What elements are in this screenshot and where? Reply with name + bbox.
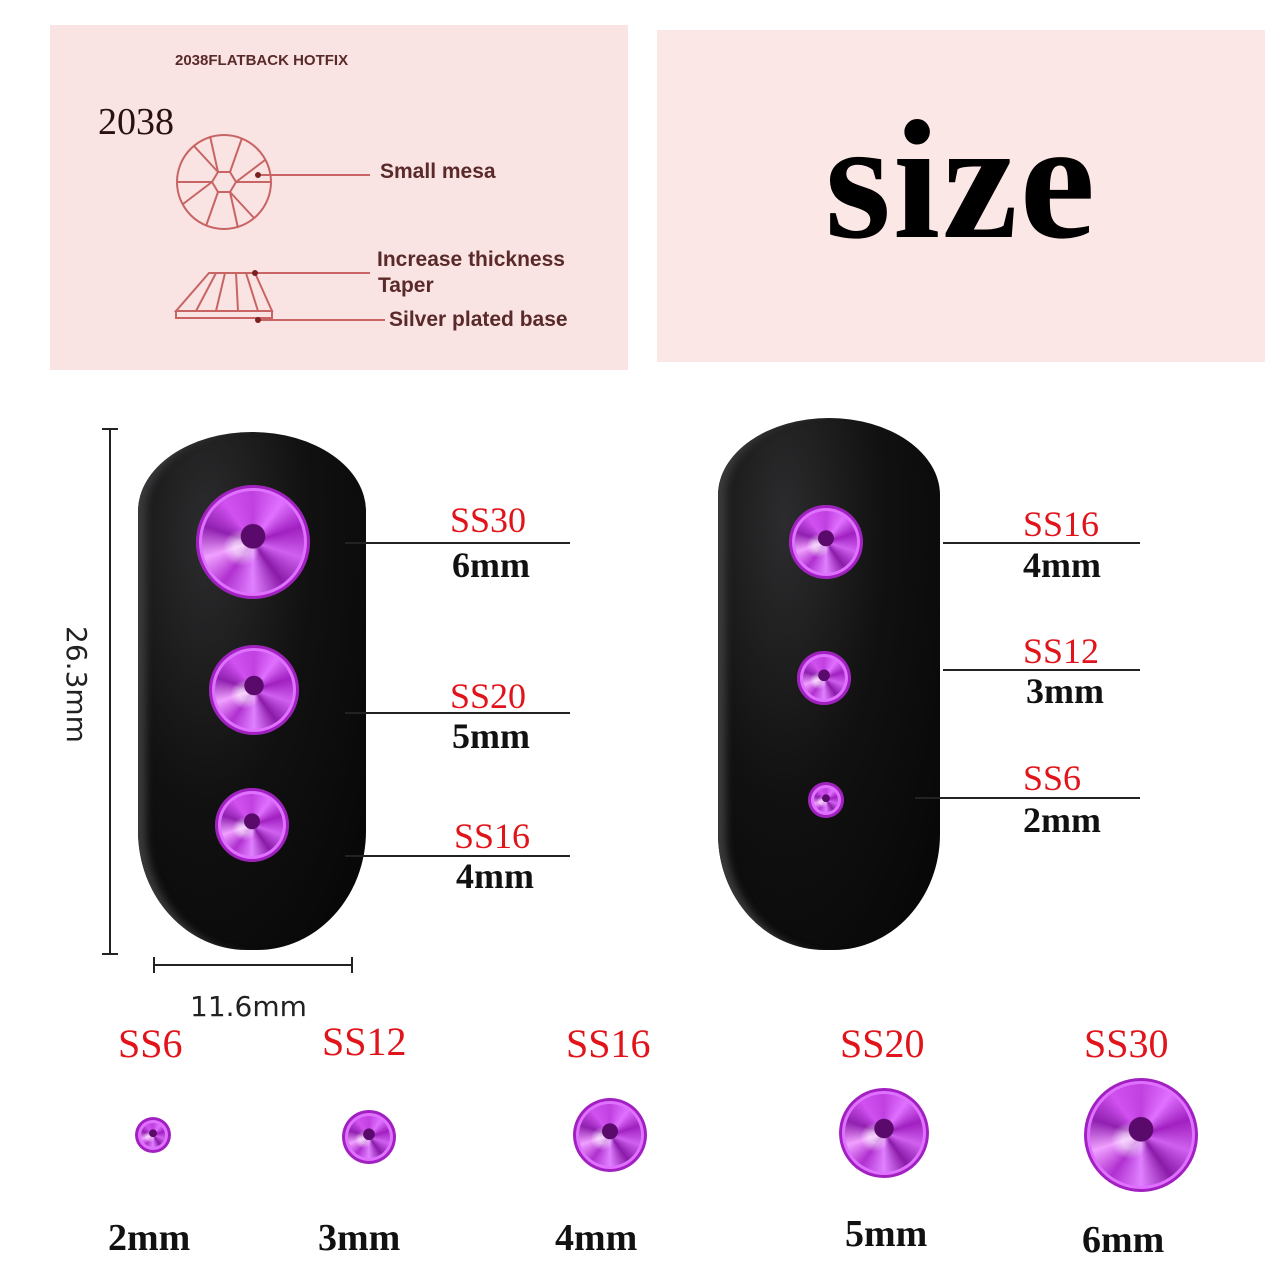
label-small-mesa: Small mesa xyxy=(380,160,496,183)
tick xyxy=(153,957,155,973)
leader-line xyxy=(345,542,570,544)
size-mm: 3mm xyxy=(1026,671,1104,711)
size-code: SS30 xyxy=(450,500,527,540)
gem-ss20 xyxy=(209,645,299,735)
gem-ss16 xyxy=(573,1098,647,1172)
size-code: SS20 xyxy=(840,1021,925,1066)
diagram-panel xyxy=(50,25,628,370)
model-number: 2038 xyxy=(98,101,174,143)
gem-ss20 xyxy=(839,1088,929,1178)
tick xyxy=(102,953,118,955)
title-size: size xyxy=(824,86,1098,274)
silver-base xyxy=(175,310,273,319)
gem-ss16 xyxy=(789,505,863,579)
label-silver-base: Silver plated base xyxy=(389,308,568,331)
size-code: SS12 xyxy=(1023,631,1100,671)
leader-line xyxy=(915,797,1140,799)
size-mm: 5mm xyxy=(845,1213,928,1255)
gem-ss12 xyxy=(342,1110,396,1164)
leader-line xyxy=(345,712,570,714)
height-dimension-line xyxy=(109,428,111,955)
gem-ss16 xyxy=(215,788,289,862)
label-taper: Taper xyxy=(378,274,434,297)
size-mm: 5mm xyxy=(452,716,530,756)
size-code: SS16 xyxy=(454,816,531,856)
size-code: SS16 xyxy=(566,1021,651,1066)
size-mm: 2mm xyxy=(1023,800,1101,840)
size-mm: 2mm xyxy=(108,1217,191,1259)
tick xyxy=(351,957,353,973)
height-label: 26.3mm xyxy=(59,626,93,743)
leader-line xyxy=(345,855,570,857)
label-increase-thickness: Increase thickness xyxy=(377,248,565,271)
size-code: SS6 xyxy=(118,1021,183,1066)
rhinestone-diagram xyxy=(173,134,385,323)
gem-ss30 xyxy=(196,485,310,599)
gem-ss6 xyxy=(808,782,844,818)
size-code: SS12 xyxy=(322,1019,407,1064)
width-label: 11.6mm xyxy=(190,990,307,1023)
gem-ss6 xyxy=(135,1117,171,1153)
size-mm: 4mm xyxy=(555,1217,638,1259)
facet-lines xyxy=(177,135,271,229)
width-dimension-line xyxy=(153,964,353,966)
size-mm: 6mm xyxy=(452,545,530,585)
leader-line xyxy=(943,669,1140,671)
size-mm: 3mm xyxy=(318,1217,401,1259)
size-mm: 4mm xyxy=(456,856,534,896)
tick xyxy=(102,428,118,430)
leader-line xyxy=(943,542,1140,544)
mesa-hexagon xyxy=(210,171,238,193)
title-panel xyxy=(657,30,1265,362)
size-code: SS6 xyxy=(1023,758,1082,798)
size-code: SS20 xyxy=(450,676,527,716)
diagram-heading: 2038FLATBACK HOTFIX xyxy=(175,52,349,69)
size-code: SS30 xyxy=(1084,1021,1169,1066)
size-mm: 4mm xyxy=(1023,545,1101,585)
gem-ss30 xyxy=(1084,1078,1198,1192)
size-code: SS16 xyxy=(1023,504,1100,544)
size-mm: 6mm xyxy=(1082,1219,1165,1261)
gem-ss12 xyxy=(797,651,851,705)
